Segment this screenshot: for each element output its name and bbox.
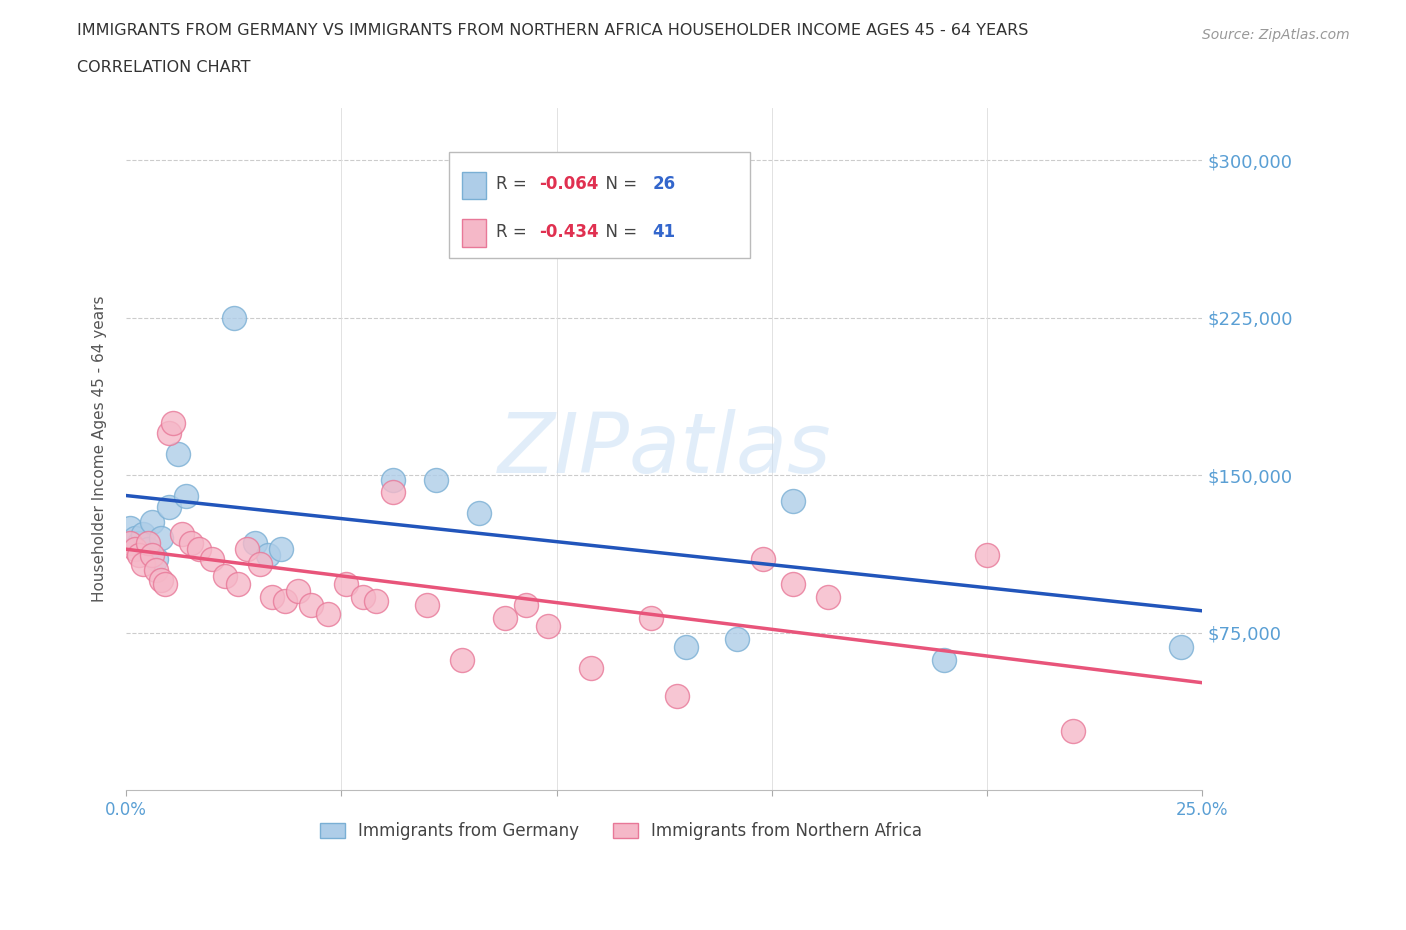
Point — [132, 556, 155, 571]
Point — [752, 551, 775, 566]
Point — [235, 541, 257, 556]
Point — [450, 653, 472, 668]
Text: IMMIGRANTS FROM GERMANY VS IMMIGRANTS FROM NORTHERN AFRICA HOUSEHOLDER INCOME AG: IMMIGRANTS FROM GERMANY VS IMMIGRANTS FR… — [77, 23, 1029, 38]
Point — [640, 611, 662, 626]
Point — [136, 541, 159, 556]
FancyBboxPatch shape — [449, 153, 751, 259]
Point — [262, 590, 284, 604]
Point — [128, 548, 150, 563]
Point — [124, 541, 146, 556]
Point — [188, 541, 211, 556]
Point — [226, 577, 249, 591]
Point — [494, 611, 516, 626]
Text: R =: R = — [496, 222, 533, 241]
Point — [170, 526, 193, 541]
Point — [537, 619, 560, 634]
Point — [335, 577, 357, 591]
Point — [245, 535, 267, 550]
Point — [222, 311, 245, 325]
Point — [249, 556, 271, 571]
Point — [510, 216, 533, 231]
Point — [257, 548, 280, 563]
Point — [166, 447, 188, 462]
Point — [120, 521, 142, 536]
Point — [136, 535, 159, 550]
Point — [180, 535, 202, 550]
Legend: Immigrants from Germany, Immigrants from Northern Africa: Immigrants from Germany, Immigrants from… — [314, 816, 929, 846]
Point — [157, 499, 180, 514]
Point — [132, 526, 155, 541]
Point — [299, 598, 322, 613]
Point — [201, 551, 224, 566]
Point — [364, 594, 387, 609]
Point — [381, 472, 404, 487]
Text: N =: N = — [595, 222, 643, 241]
Point — [176, 489, 198, 504]
Text: ZIPatlas: ZIPatlas — [498, 408, 831, 489]
Point — [725, 631, 748, 646]
Point — [468, 506, 491, 521]
Point — [153, 577, 176, 591]
Text: 26: 26 — [652, 175, 675, 193]
Point — [425, 472, 447, 487]
FancyBboxPatch shape — [461, 172, 485, 199]
Point — [515, 598, 537, 613]
Y-axis label: Householder Income Ages 45 - 64 years: Householder Income Ages 45 - 64 years — [93, 296, 107, 603]
Point — [145, 563, 167, 578]
Point — [1170, 640, 1192, 655]
FancyBboxPatch shape — [461, 219, 485, 246]
Point — [128, 535, 150, 550]
Point — [416, 598, 439, 613]
Point — [318, 606, 340, 621]
Point — [287, 583, 309, 598]
Point — [157, 426, 180, 441]
Point — [145, 551, 167, 566]
Point — [149, 531, 172, 546]
Point — [381, 485, 404, 499]
Text: -0.434: -0.434 — [540, 222, 599, 241]
Point — [274, 594, 297, 609]
Point — [666, 688, 689, 703]
Point — [976, 548, 998, 563]
Point — [149, 573, 172, 588]
Text: N =: N = — [595, 175, 643, 193]
Point — [579, 661, 602, 676]
Point — [141, 514, 163, 529]
Point — [162, 416, 184, 431]
Point — [932, 653, 955, 668]
Point — [782, 577, 804, 591]
Point — [675, 640, 697, 655]
Text: CORRELATION CHART: CORRELATION CHART — [77, 60, 250, 75]
Text: -0.064: -0.064 — [540, 175, 599, 193]
Point — [352, 590, 374, 604]
Text: R =: R = — [496, 175, 533, 193]
Point — [120, 535, 142, 550]
Point — [214, 568, 236, 583]
Text: Source: ZipAtlas.com: Source: ZipAtlas.com — [1202, 28, 1350, 42]
Point — [782, 493, 804, 508]
Point — [141, 548, 163, 563]
Point — [124, 531, 146, 546]
Point — [1062, 724, 1084, 738]
Text: 41: 41 — [652, 222, 675, 241]
Point — [270, 541, 292, 556]
Point — [817, 590, 839, 604]
